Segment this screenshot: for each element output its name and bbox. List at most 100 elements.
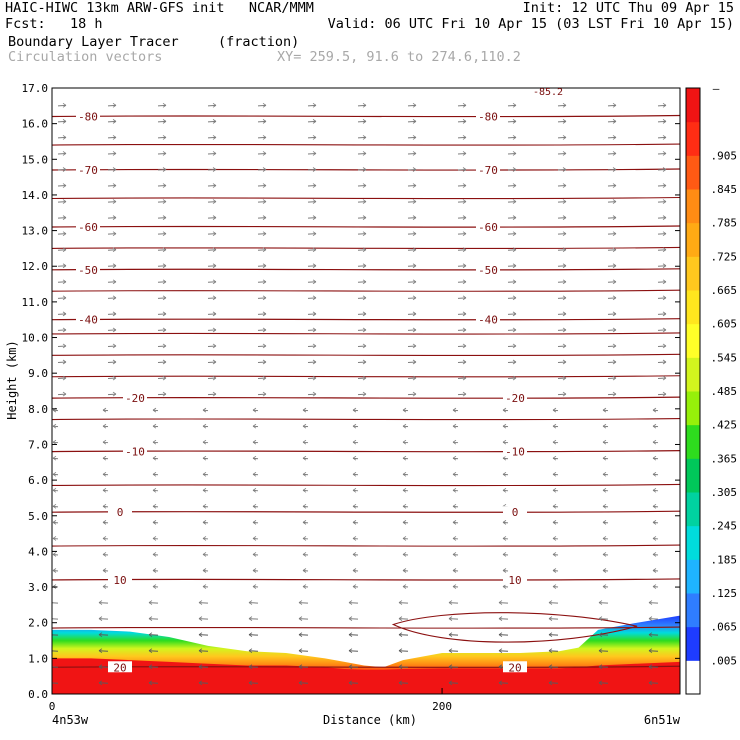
vector-head: [298, 600, 303, 605]
contour-label: 20: [113, 661, 126, 674]
vector-head: [602, 504, 607, 509]
vector-arrow: [107, 185, 117, 187]
vector-head: [452, 584, 457, 589]
vector-head: [552, 520, 557, 525]
vector-arrow: [57, 393, 67, 396]
vector-head: [98, 680, 103, 686]
vector-head: [462, 167, 467, 172]
vector-head: [148, 632, 153, 638]
vector-head: [312, 375, 317, 381]
vector-arrow: [157, 136, 167, 139]
contour-label-bg: [476, 313, 500, 325]
vector-head: [212, 327, 217, 333]
vector-head: [402, 455, 407, 461]
vector-head: [362, 263, 367, 269]
vector-arrow: [57, 136, 67, 139]
vector-arrow: [307, 104, 317, 107]
vector-head: [512, 199, 517, 204]
vector-arrow: [57, 281, 67, 283]
vector-head: [202, 487, 207, 493]
vector-head: [612, 343, 617, 349]
vector-head: [512, 375, 517, 381]
vector-head: [112, 311, 117, 317]
vector-arrow: [648, 682, 659, 684]
contour-label-bg: [503, 506, 527, 518]
vector-head: [112, 327, 117, 333]
vector-arrow: [648, 634, 659, 636]
vector-arrow: [457, 377, 467, 380]
vector-head: [362, 102, 367, 108]
vector-head: [352, 455, 357, 461]
vector-arrow: [398, 634, 409, 636]
vector-arrow: [407, 249, 417, 251]
vector-head: [362, 359, 367, 365]
vector-head: [112, 343, 117, 349]
vector-head: [512, 151, 517, 156]
vector-arrow: [598, 602, 609, 604]
vector-head: [262, 359, 267, 365]
vector-arrow: [257, 313, 267, 315]
vector-arrow: [257, 185, 267, 187]
vector-arrow: [148, 618, 159, 620]
vector-arrow: [248, 634, 259, 636]
vector-head: [648, 600, 653, 605]
vector-arrow: [98, 666, 109, 668]
vector-head: [612, 215, 617, 220]
colorbar-swatch: [686, 458, 700, 493]
vector-arrow: [548, 666, 559, 668]
x-tick-label: 200: [432, 700, 452, 713]
vector-arrow: [257, 168, 267, 171]
vector-head: [252, 552, 257, 557]
vector-head: [312, 295, 317, 301]
field-name: Boundary Layer Tracer: [8, 34, 179, 50]
vector-arrow: [248, 682, 259, 684]
temperature-contours: [52, 114, 680, 669]
vector-head: [602, 487, 607, 493]
vector-head: [498, 664, 503, 670]
contour-label: -50: [78, 264, 98, 277]
vector-head: [102, 439, 107, 445]
vector-arrow: [557, 120, 567, 123]
vector-head: [302, 584, 307, 589]
vector-arrow: [657, 377, 667, 380]
y-tick-label: 16.0: [22, 118, 49, 131]
vector-arrow: [307, 297, 317, 299]
vector-arrow: [257, 393, 267, 396]
vector-head: [302, 536, 307, 541]
vector-arrow: [57, 120, 67, 123]
colorbar-swatch: [686, 391, 700, 426]
vector-arrow: [657, 201, 667, 203]
colorbar-swatch: [686, 357, 700, 392]
contour-label-bg: [76, 163, 100, 175]
vector-arrow: [307, 185, 317, 187]
vector-arrow: [257, 249, 267, 251]
vector-head: [112, 183, 117, 188]
vector-arrow: [248, 618, 259, 620]
vector-head: [548, 616, 553, 621]
vector-arrow: [657, 136, 667, 139]
colorbar-swatch: [686, 424, 700, 459]
vector-arrow: [657, 168, 667, 171]
vector-head: [612, 311, 617, 317]
vector-arrow: [157, 185, 167, 187]
vector-head: [112, 151, 117, 156]
vector-arrow: [648, 602, 659, 604]
vector-arrow: [407, 120, 417, 123]
vector-arrow: [357, 168, 367, 171]
vector-head: [562, 247, 567, 253]
vector-head: [62, 102, 67, 108]
vector-head: [602, 407, 607, 413]
vector-head: [462, 231, 467, 236]
vector-arrow: [248, 666, 259, 668]
vector-head: [602, 552, 607, 557]
vector-arrow: [657, 152, 667, 155]
vector-head: [402, 471, 407, 477]
vector-arrow: [57, 233, 67, 235]
vector-head: [112, 215, 117, 220]
vector-head: [52, 439, 57, 445]
vector-arrow: [548, 618, 559, 620]
vector-head: [462, 375, 467, 381]
vector-head: [52, 423, 57, 429]
vector-head: [562, 263, 567, 269]
vector-head: [598, 600, 603, 605]
